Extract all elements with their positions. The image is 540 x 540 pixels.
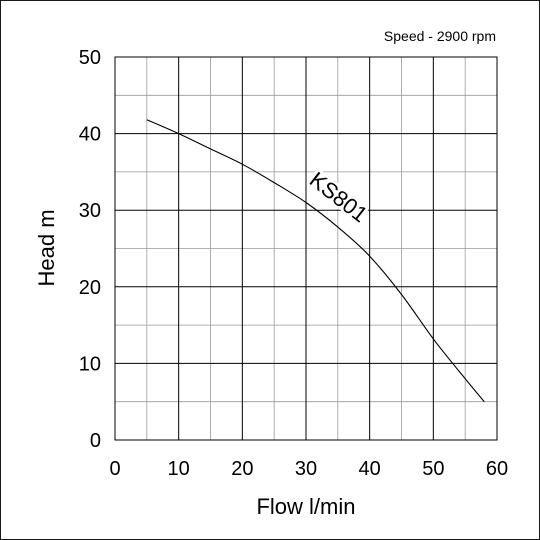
x-tick-label: 20: [231, 458, 253, 480]
y-axis-label: Head m: [34, 209, 59, 286]
major-gridlines: [115, 57, 497, 440]
speed-annotation: Speed - 2900 rpm: [384, 28, 496, 44]
x-tick-label: 60: [486, 458, 508, 480]
y-tick-label: 40: [79, 124, 101, 146]
y-tick-label: 10: [79, 353, 101, 375]
plot-area-border: [114, 56, 498, 441]
x-tick-label: 30: [295, 458, 317, 480]
x-axis-label: Flow l/min: [256, 494, 355, 519]
y-tick-label: 30: [79, 200, 101, 222]
x-tick-label: 50: [422, 458, 444, 480]
series-line-ks801: [146, 119, 485, 403]
series-group: [146, 119, 485, 403]
x-tick-label: 10: [168, 458, 190, 480]
y-tick-label: 50: [79, 47, 101, 69]
y-axis-tick-labels: 0 10 20 30 40 50: [79, 47, 101, 452]
x-axis-tick-labels: 0 10 20 30 40 50 60: [109, 458, 508, 480]
x-tick-label: 0: [109, 458, 120, 480]
curve-label-ks801: KS801: [305, 167, 372, 227]
x-tick-label: 40: [359, 458, 381, 480]
y-tick-label: 0: [90, 430, 101, 452]
y-tick-label: 20: [79, 277, 101, 299]
